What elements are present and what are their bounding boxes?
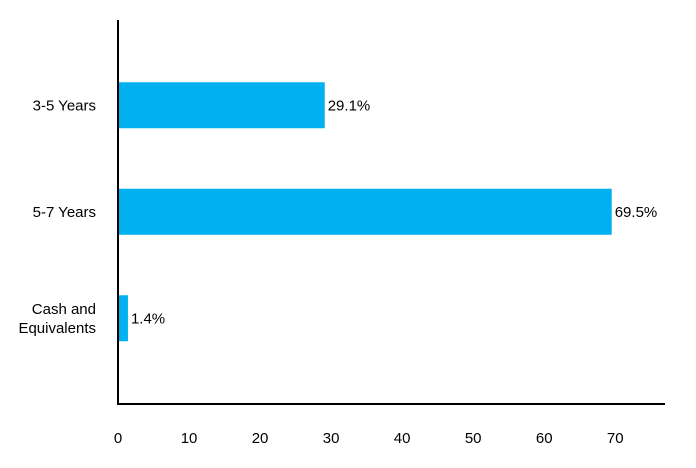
data-label-3: 1.4% [131, 310, 165, 327]
category-label-2: 5-7 Years [33, 204, 96, 221]
category-label-3: Cash and Equivalents [18, 301, 96, 337]
bars-group [118, 82, 612, 342]
category-label-line: 5-7 Years [33, 204, 96, 221]
category-label-line: Equivalents [18, 320, 96, 337]
category-label-1: 3-5 Years [33, 97, 96, 114]
bar-2 [118, 188, 612, 235]
category-label-line: Cash and [32, 301, 96, 318]
x-tick-label: 30 [323, 430, 340, 447]
x-tick-label: 20 [252, 430, 269, 447]
data-labels-group: 29.1% 69.5% 1.4% [131, 97, 657, 327]
x-tick-label: 70 [607, 430, 624, 447]
category-label-line: 3-5 Years [33, 97, 96, 114]
category-labels-group: 3-5 Years 5-7 Years Cash and Equivalents [18, 97, 96, 337]
x-tick-label: 60 [536, 430, 553, 447]
bar-1 [118, 82, 325, 129]
x-tick-label: 0 [114, 430, 122, 447]
x-tick-label: 10 [181, 430, 198, 447]
data-label-2: 69.5% [615, 204, 658, 221]
data-label-1: 29.1% [328, 97, 371, 114]
bar-3 [118, 295, 128, 342]
x-tick-label: 40 [394, 430, 411, 447]
x-tick-label: 50 [465, 430, 482, 447]
tick-labels-group: 0 10 20 30 40 50 60 70 [114, 430, 624, 447]
